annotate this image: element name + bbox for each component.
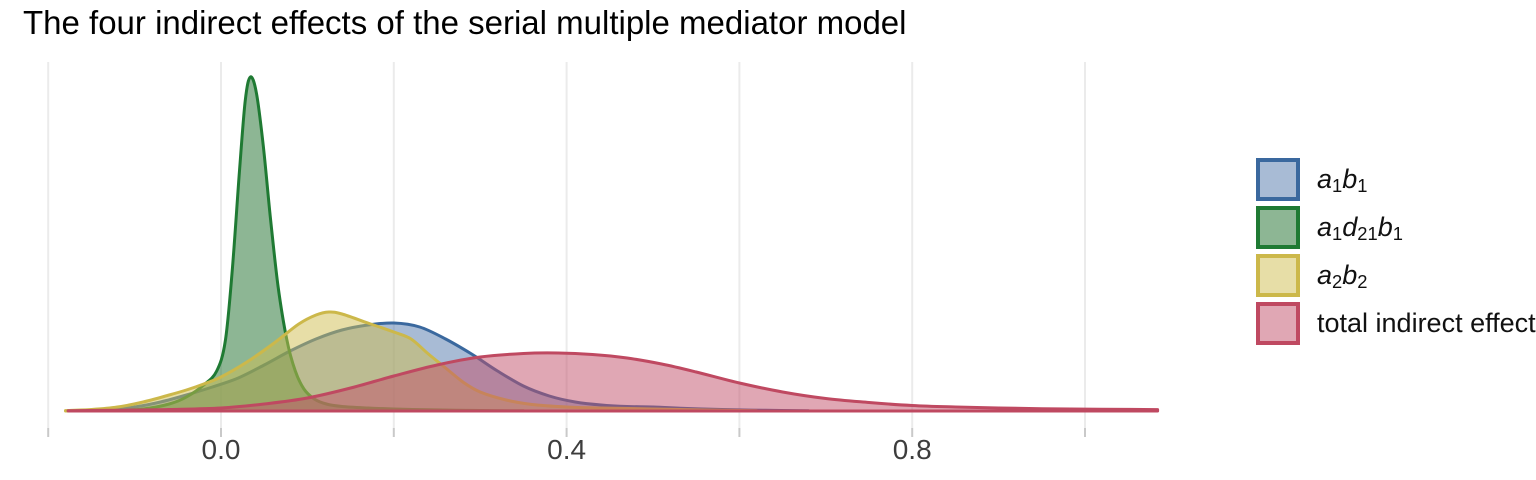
density-curves bbox=[64, 75, 1160, 413]
axis-ticks bbox=[47, 428, 1086, 437]
legend-label-a1d21b1: a1d21b1 bbox=[1317, 212, 1403, 245]
legend-swatch-a1b1 bbox=[1256, 158, 1300, 201]
x-tick-label: 0.4 bbox=[547, 434, 586, 465]
legend-item-a1d21b1: a1d21b1 bbox=[1256, 206, 1536, 249]
legend-swatch-a1d21b1 bbox=[1256, 206, 1300, 249]
legend-item-total: total indirect effect bbox=[1256, 302, 1536, 345]
x-tick-label: 0.8 bbox=[893, 434, 932, 465]
chart-title: The four indirect effects of the serial … bbox=[23, 4, 907, 41]
density-curve-total bbox=[66, 351, 1160, 413]
legend-label-a1b1: a1b1 bbox=[1317, 164, 1368, 197]
legend-item-a1b1: a1b1 bbox=[1256, 158, 1536, 201]
legend-item-a2b2: a2b2 bbox=[1256, 254, 1536, 297]
legend-label-total: total indirect effect bbox=[1317, 308, 1536, 338]
legend-swatch-a2b2 bbox=[1256, 254, 1300, 297]
x-axis-tick-labels: 0.0 0.4 0.8 bbox=[202, 434, 932, 465]
x-tick-label: 0.0 bbox=[202, 434, 241, 465]
legend: a1b1 a1d21b1 a2b2 total indirect effect bbox=[1256, 158, 1536, 350]
legend-label-a2b2: a2b2 bbox=[1317, 260, 1368, 293]
gridlines bbox=[47, 62, 1086, 428]
legend-swatch-total bbox=[1256, 302, 1300, 345]
